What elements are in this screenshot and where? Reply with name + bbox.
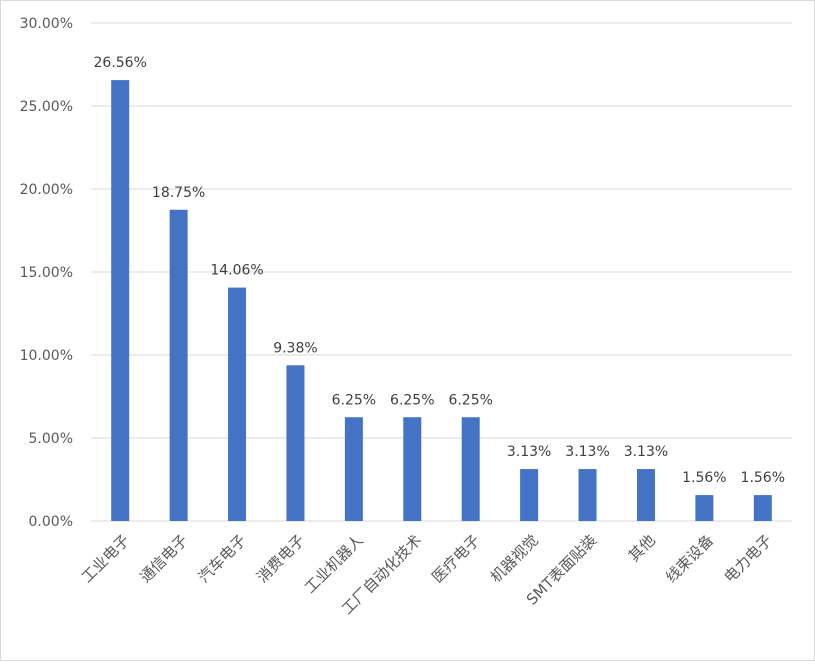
y-tick-label: 30.00% <box>20 16 73 32</box>
bars <box>111 80 772 521</box>
bar <box>403 417 422 521</box>
data-label: 9.38% <box>273 340 317 356</box>
data-label: 6.25% <box>332 392 376 408</box>
y-axis-ticks: 0.00% 5.00% 10.00% 15.00% 20.00% 25.00% 30.00% <box>20 16 73 530</box>
bar <box>753 495 772 521</box>
x-tick-label: 机器视觉 <box>487 531 542 586</box>
y-tick-label: 10.00% <box>20 348 73 364</box>
x-tick-label: 医疗电子 <box>428 531 483 586</box>
x-tick-label: 通信电子 <box>136 531 191 586</box>
bar <box>228 287 247 521</box>
bar <box>461 417 480 521</box>
bar <box>520 469 539 521</box>
x-tick-label: 其他 <box>625 531 659 565</box>
data-label: 3.13% <box>507 444 551 460</box>
gridlines <box>91 22 792 522</box>
bar <box>695 495 714 521</box>
x-tick-label: 电力电子 <box>720 531 775 586</box>
y-tick-label: 20.00% <box>20 182 73 198</box>
y-tick-label: 15.00% <box>20 265 73 281</box>
x-tick-label: 线束设备 <box>662 531 717 586</box>
bar <box>169 209 188 521</box>
data-label: 14.06% <box>210 263 263 279</box>
bar <box>111 80 130 521</box>
bar <box>286 365 305 521</box>
x-tick-label: 工业电子 <box>78 531 133 586</box>
bar <box>344 417 363 521</box>
data-label: 6.25% <box>448 392 492 408</box>
y-tick-label: 25.00% <box>20 99 73 115</box>
data-label: 3.13% <box>624 444 668 460</box>
data-labels: 26.56% 18.75% 14.06% 9.38% 6.25% 6.25% 6.25% 3.… <box>94 55 786 486</box>
y-tick-label: 0.00% <box>29 514 73 530</box>
data-label: 3.13% <box>565 444 609 460</box>
data-label: 6.25% <box>390 392 434 408</box>
bar <box>636 469 655 521</box>
data-label: 26.56% <box>94 55 147 71</box>
x-tick-label: 汽车电子 <box>195 531 250 586</box>
data-label: 18.75% <box>152 185 205 201</box>
x-tick-label: 消费电子 <box>253 531 308 586</box>
y-tick-label: 5.00% <box>29 431 73 447</box>
bar <box>578 469 597 521</box>
data-label: 1.56% <box>682 470 726 486</box>
data-label: 1.56% <box>741 470 785 486</box>
